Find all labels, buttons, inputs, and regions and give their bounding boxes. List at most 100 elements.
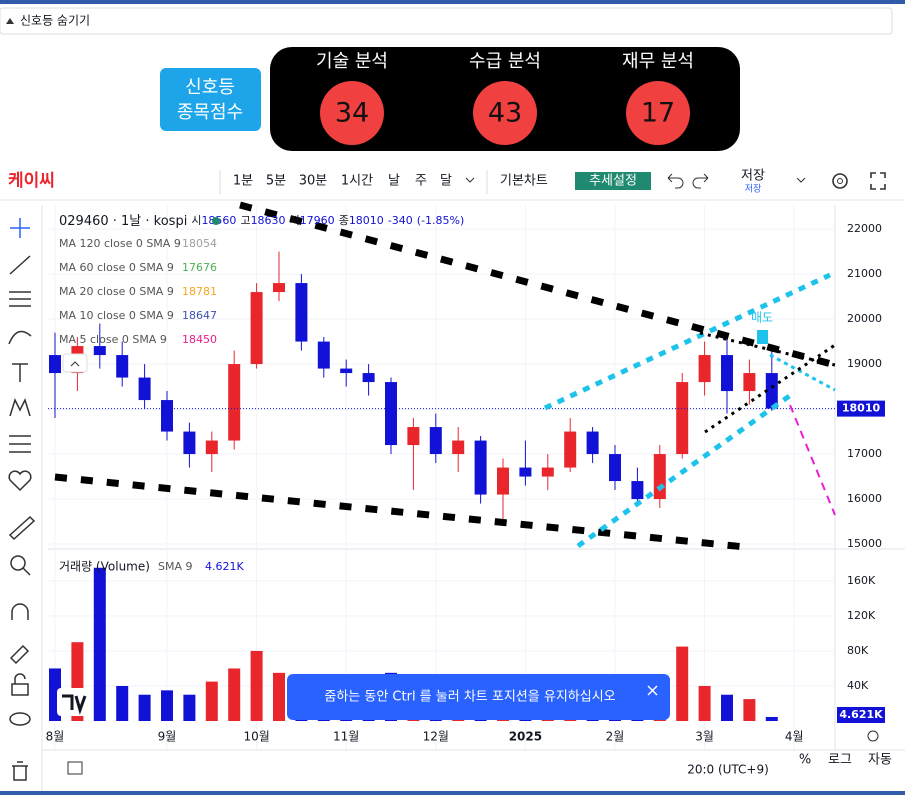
interval-group: 1분 5분 30분 1시간 날 주 달 xyxy=(233,174,452,189)
candle-body xyxy=(765,373,778,409)
trend-button[interactable]: 추세설정 xyxy=(589,174,637,189)
interval-button[interactable]: 30분 xyxy=(299,174,328,189)
volume-indicator: SMA 9 xyxy=(158,560,193,573)
favorite-tool[interactable] xyxy=(8,470,32,492)
signal-name: 수급 분석 xyxy=(469,51,541,72)
toggle-icon xyxy=(6,18,14,24)
chart-type-button[interactable]: 기본차트 xyxy=(500,174,548,189)
last-price-label: 18010 xyxy=(842,402,881,415)
interval-button[interactable]: 1시간 xyxy=(341,174,373,189)
candle-body xyxy=(138,377,151,401)
interval-button[interactable]: 달 xyxy=(440,174,452,189)
x-tick-label: 2월 xyxy=(606,730,625,744)
dropdown-icon[interactable] xyxy=(465,177,475,183)
score-circle xyxy=(626,81,690,145)
channel-line xyxy=(576,389,797,549)
volume-bar xyxy=(183,694,196,721)
volume-bar xyxy=(273,672,285,721)
interval-button[interactable]: 주 xyxy=(415,174,427,189)
projection-tool[interactable] xyxy=(9,435,31,453)
candle-body xyxy=(116,355,129,378)
quote-key: 종 xyxy=(339,214,349,227)
candle-body xyxy=(362,373,375,383)
trash-tool[interactable] xyxy=(12,761,28,781)
score-label: 신호등 xyxy=(185,77,235,98)
y-tick-label: 120K xyxy=(847,609,876,622)
candle-body xyxy=(586,431,599,455)
toggle-label[interactable]: 신호등 숨기기 xyxy=(20,14,90,28)
candle-body xyxy=(317,341,330,369)
toast-close[interactable] xyxy=(647,685,658,696)
timezone[interactable]: 20:0 (UTC+9) xyxy=(687,763,769,777)
y-tick-label: 22000 xyxy=(847,222,882,235)
ma-name: MA 20 close 0 SMA 9 xyxy=(59,285,174,298)
ma-name: MA 60 close 0 SMA 9 xyxy=(59,261,174,274)
volume-bar xyxy=(205,681,218,721)
text-tool[interactable] xyxy=(12,363,28,382)
score-label: 종목점수 xyxy=(177,102,243,123)
dropdown-icon[interactable] xyxy=(796,177,806,183)
undo-icon[interactable] xyxy=(667,173,684,189)
signal-score: 34 xyxy=(335,98,369,129)
log-toggle[interactable]: 로그 xyxy=(828,753,852,768)
percent-toggle[interactable]: % xyxy=(799,753,811,768)
y-tick-label: 16000 xyxy=(847,492,882,505)
magnet-tool[interactable] xyxy=(11,603,29,620)
y-tick-label: 40K xyxy=(847,679,869,692)
quote-change: -340 xyxy=(388,214,413,227)
candle-body xyxy=(273,283,285,293)
interval-button[interactable]: 1분 xyxy=(233,174,253,189)
toggle-bar[interactable] xyxy=(0,7,893,35)
ruler-tool[interactable] xyxy=(8,515,36,541)
volume-bar xyxy=(676,646,689,721)
visibility-tool[interactable] xyxy=(9,712,31,726)
logo xyxy=(62,694,87,715)
candle-body xyxy=(93,346,106,356)
trend-button-bg[interactable] xyxy=(575,172,651,190)
quote-key: 고 xyxy=(240,214,250,227)
volume-bar xyxy=(161,690,173,721)
stock-name: 케이씨 xyxy=(8,171,55,191)
volume-bar xyxy=(228,668,241,721)
x-tick-label: 10월 xyxy=(243,730,269,744)
pattern-tool[interactable] xyxy=(9,398,31,417)
last-volume-label: 4.621K xyxy=(839,708,883,721)
redo-icon[interactable] xyxy=(692,173,709,189)
candle-body xyxy=(631,481,644,500)
fullscreen-icon[interactable] xyxy=(870,172,886,190)
quote-change-pct: (-1.85%) xyxy=(417,214,465,227)
ma-name: MA 120 close 0 SMA 9 xyxy=(59,237,181,250)
axis-settings-icon[interactable] xyxy=(867,730,879,742)
interval-button[interactable]: 5분 xyxy=(266,174,286,189)
x-tick-label: 8월 xyxy=(46,730,65,744)
y-tick-label: 15000 xyxy=(847,537,882,550)
volume-bar xyxy=(721,694,733,721)
ma-value: 18781 xyxy=(182,285,217,298)
save-button[interactable]: 저장 xyxy=(741,169,765,184)
y-tick-label: 19000 xyxy=(847,357,882,370)
crosshair-tool[interactable] xyxy=(10,218,30,238)
lock-tool[interactable] xyxy=(11,683,29,696)
last-price-box xyxy=(837,400,885,417)
settings-icon-core xyxy=(837,178,843,184)
signal-score: 43 xyxy=(488,98,522,129)
volume-bar xyxy=(743,699,756,721)
line-tool[interactable] xyxy=(9,255,31,275)
date-range-icon[interactable] xyxy=(67,761,83,775)
zoom-tool-handle xyxy=(22,567,31,576)
fib-tool[interactable] xyxy=(9,291,31,307)
interval-button[interactable]: 날 xyxy=(388,174,400,189)
ma-value: 18450 xyxy=(182,333,217,346)
lock-draw-tool[interactable] xyxy=(9,644,30,665)
candle-body xyxy=(653,454,666,500)
candle-body xyxy=(228,364,241,441)
zoom-tool[interactable] xyxy=(10,555,26,571)
brush-tool[interactable] xyxy=(8,330,32,345)
auto-toggle[interactable]: 자동 xyxy=(868,753,892,768)
collapse-button[interactable] xyxy=(62,353,88,373)
candle-body xyxy=(497,467,509,495)
score-circle xyxy=(320,81,384,145)
settings-icon[interactable] xyxy=(832,173,848,189)
quote-key: 시 xyxy=(191,214,201,227)
